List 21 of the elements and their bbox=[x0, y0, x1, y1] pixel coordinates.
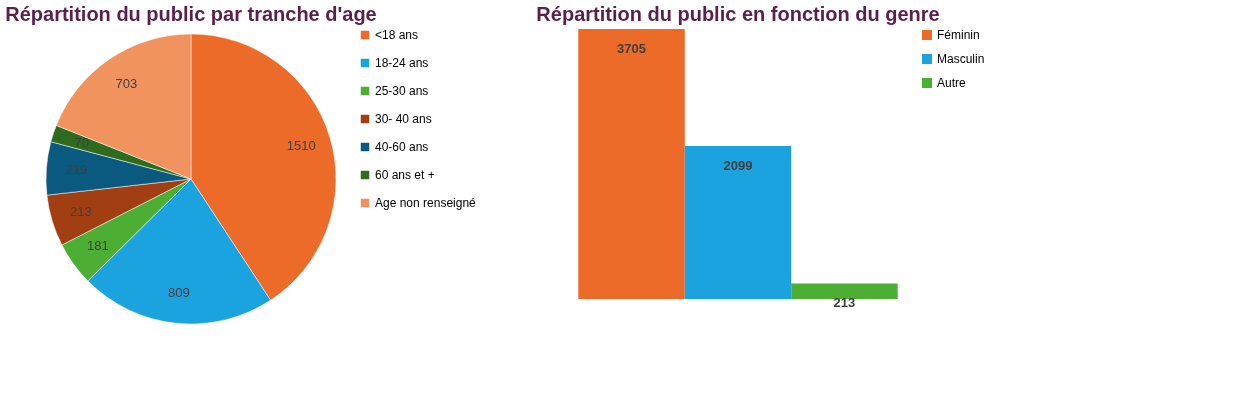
legend-label: Autre bbox=[937, 76, 967, 90]
legend-label: 40-60 ans bbox=[375, 140, 429, 154]
legend-label: Masculin bbox=[937, 52, 985, 66]
data-label: 213 bbox=[70, 204, 92, 220]
data-label: 809 bbox=[168, 285, 190, 301]
legend-label: <18 ans bbox=[375, 28, 419, 42]
legend-label: Féminin bbox=[937, 28, 980, 42]
legend-label: 60 ans et + bbox=[375, 168, 435, 182]
chart-title: Répartition du public en fonction du genre bbox=[536, 3, 940, 25]
legend-label: Age non renseigné bbox=[375, 196, 477, 210]
data-label: 1510 bbox=[286, 138, 316, 154]
data-label: 703 bbox=[115, 75, 138, 91]
chart-title: Répartition du public par tranche d'age bbox=[5, 3, 377, 25]
legend-label: 30- 40 ans bbox=[375, 112, 432, 126]
data-label: 219 bbox=[65, 162, 88, 178]
data-label: 2099 bbox=[723, 158, 753, 174]
legend-label: 18-24 ans bbox=[375, 56, 429, 70]
data-label: 181 bbox=[86, 238, 109, 254]
legend-label: 25-30 ans bbox=[375, 84, 429, 98]
data-label: 3705 bbox=[617, 41, 647, 56]
data-label: 213 bbox=[833, 295, 856, 311]
